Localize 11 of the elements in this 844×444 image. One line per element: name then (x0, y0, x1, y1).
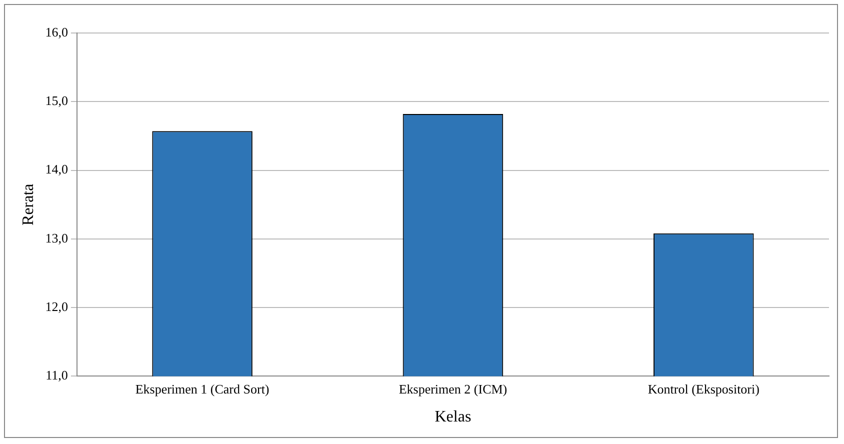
y-tick-label: 16,0 (45, 24, 68, 40)
y-tick-label: 14,0 (45, 162, 68, 177)
x-tick-label: Kontrol (Ekspositori) (648, 381, 760, 396)
x-tick-label: Eksperimen 2 (ICM) (398, 381, 508, 396)
y-tick-label: 11,0 (46, 368, 68, 383)
x-axis-title: Kelas (434, 408, 472, 426)
x-tick-label: Eksperimen 1 (Card Sort) (135, 381, 270, 396)
y-tick-label: 15,0 (45, 93, 68, 108)
y-tick-label: 12,0 (45, 298, 68, 314)
y-axis-title: Rerata (20, 184, 37, 226)
y-tick-label: 13,0 (45, 230, 68, 246)
